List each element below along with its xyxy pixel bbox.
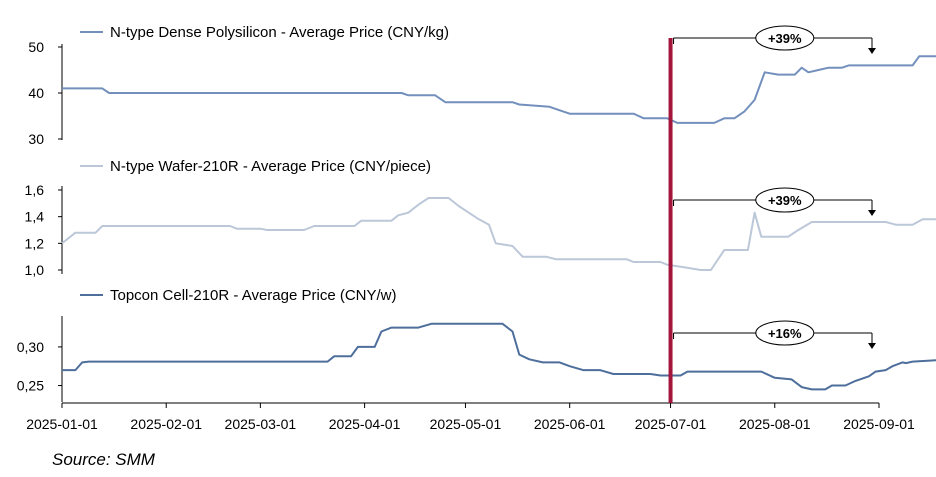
panel-3: 0,25 0,30 Topcon Cell-210R - Average Price… <box>17 287 936 402</box>
y-tick-label: 1,6 <box>25 182 45 198</box>
source-note: Source: SMM <box>52 450 155 469</box>
panel-1: 30 40 50 N-type Dense Polysilicon - Average… <box>28 24 936 147</box>
x-tick-label: 2025-09-01 <box>843 416 915 432</box>
y-tick-label: 0,25 <box>17 378 44 394</box>
x-tick-label: 2025-03-01 <box>225 416 297 432</box>
x-tick-label: 2025-06-01 <box>534 416 606 432</box>
y-tick-label: 1,2 <box>25 235 45 251</box>
legend-label: N-type Wafer-210R - Average Price (CNY/p… <box>110 158 431 175</box>
y-tick-label: 1,4 <box>25 209 45 225</box>
annotation-arrowhead <box>868 48 876 54</box>
annotation-bubble <box>755 187 815 213</box>
legend-label: Topcon Cell-210R - Average Price (CNY/w) <box>110 287 397 304</box>
x-tick-label: 2025-02-01 <box>130 416 202 432</box>
series-line <box>61 197 936 271</box>
y-tick-label: 1,0 <box>25 262 45 278</box>
panel-2: 1,0 1,2 1,4 1,6 N-type Wafer-210R - Average … <box>25 158 936 278</box>
y-tick-label: 50 <box>28 39 44 55</box>
x-tick-label: 2025-01-01 <box>26 416 98 432</box>
annotations: +39% +39% +16% <box>673 25 876 349</box>
y-tick-label: 40 <box>28 85 44 101</box>
series-line <box>62 55 936 124</box>
x-tick-label: 2025-05-01 <box>430 416 502 432</box>
x-tick-label: 2025-08-01 <box>739 416 811 432</box>
y-tick-label: 0,30 <box>17 339 44 355</box>
annotation-label: +39% <box>768 31 802 46</box>
chart-panels: 30 40 50 N-type Dense Polysilicon - Average… <box>17 24 936 402</box>
annotation-arrowhead <box>868 343 876 349</box>
x-tick-label: 2025-07-01 <box>635 416 707 432</box>
growth-annotation-2: +39% <box>673 187 876 216</box>
annotation-bubble <box>755 320 815 346</box>
annotation-label: +39% <box>768 193 802 208</box>
annotation-bubble <box>755 25 815 51</box>
growth-annotation-1: +39% <box>673 25 876 54</box>
annotation-label: +16% <box>768 326 802 341</box>
x-tick-label: 2025-04-01 <box>329 416 401 432</box>
legend-label: N-type Dense Polysilicon - Average Price… <box>110 24 449 41</box>
y-tick-label: 30 <box>28 131 44 147</box>
series-line <box>62 322 936 391</box>
x-axis: 2025-01-01 2025-02-01 2025-03-01 2025-04-01… <box>26 402 915 432</box>
annotation-arrowhead <box>868 210 876 216</box>
growth-annotation-3: +16% <box>673 320 876 349</box>
